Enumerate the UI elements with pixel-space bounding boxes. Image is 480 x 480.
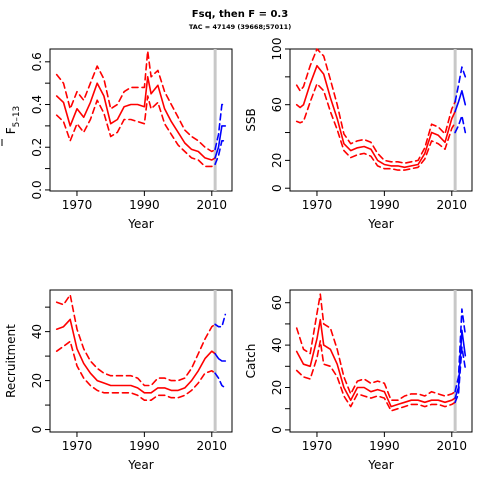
x-tick-label: 1970 [302,198,333,212]
x-axis-label: Year [367,458,393,472]
x-tick-label: 2010 [437,198,468,212]
series-forecast [214,125,227,159]
y-tick-label: 40 [270,337,284,352]
plot-frame [289,48,473,192]
y-axis-label: F5–13 [4,106,22,135]
x-tick-label: 1990 [129,439,160,453]
panel-recruitment: 1970 1990 2010 0 20 40 Year Recruitment [4,289,233,472]
y-axis-label: Catch [244,344,258,379]
series-estimate-upper [55,294,216,387]
page-subtitle: TAC = 47149 (39668;57011) [188,23,292,31]
series-forecast-upper [214,103,227,151]
series-forecast-upper [454,308,467,393]
series-forecast-lower [454,115,467,134]
x-axis-label: Year [127,458,153,472]
x-tick-label: 2010 [437,439,468,453]
y-tick-label: 0 [270,184,284,192]
series-estimate [295,318,456,408]
series-estimate-lower [55,340,216,402]
series-estimate [55,76,216,161]
y-axis-label-main: F [4,127,18,134]
series-estimate-lower [295,83,456,171]
series-estimate-lower [295,340,456,412]
plot-frame [49,48,233,192]
y-axis-label-subscript: 5–13 [12,106,22,128]
series-estimate-upper [295,48,456,164]
x-tick-label: 1970 [302,439,333,453]
y-tick-label: 0.2 [30,138,44,157]
plot-frame [49,289,233,433]
y-tick-label: 40 [30,324,44,339]
x-tick-label: 1970 [62,198,93,212]
series-forecast-upper [214,313,227,328]
y-axis-label-main: Recruitment [4,324,18,398]
series-estimate [295,64,456,169]
y-tick-label: 20 [270,153,284,168]
page-title: Fsq, then F = 0.3 [191,9,289,20]
x-tick-label: 2010 [197,439,228,453]
y-tick-label: 0.6 [30,52,44,71]
series-forecast-lower [214,140,227,166]
y-axis-label: SSB [244,108,258,131]
y-tick-label: 0 [270,426,284,434]
panel-f: 1970 1990 2010 0.0 0.2 0.4 0.6 Year F5–13 [1,48,233,231]
series-forecast-lower [454,346,467,404]
y-tick-label: 0.4 [30,95,44,114]
y-tick-label: 20 [30,373,44,388]
series-forecast-upper [454,66,467,103]
series-forecast [214,352,227,362]
y-axis-label-main: SSB [244,108,258,131]
series-estimate-upper [295,293,456,402]
y-tick-label: 100 [270,38,284,61]
series-estimate [55,318,216,394]
y-tick-label: 60 [270,295,284,310]
x-axis-label: Year [127,217,153,231]
y-tick-label: 0.0 [30,180,44,199]
y-axis-label: Recruitment [4,324,18,398]
y-tick-label: 20 [270,380,284,395]
series-estimate-lower [55,95,216,168]
series-estimate-upper [55,50,216,153]
x-tick-label: 2010 [197,198,228,212]
panel-catch: 1970 1990 2010 0 20 40 60 Year Catch [244,289,473,472]
x-tick-label: 1990 [369,439,400,453]
x-axis-label: Year [367,217,393,231]
y-tick-label: 0 [30,426,44,434]
y-tick-label: 60 [270,97,284,112]
x-tick-label: 1990 [369,198,400,212]
x-tick-label: 1970 [62,439,93,453]
plot-frame [289,289,473,433]
y-axis-label-main: Catch [244,344,258,379]
series-forecast [454,90,467,113]
series-forecast-lower [214,372,227,389]
panel-ssb: 1970 1990 2010 0 20 60 100 Year SSB [244,38,473,231]
x-tick-label: 1990 [129,198,160,212]
